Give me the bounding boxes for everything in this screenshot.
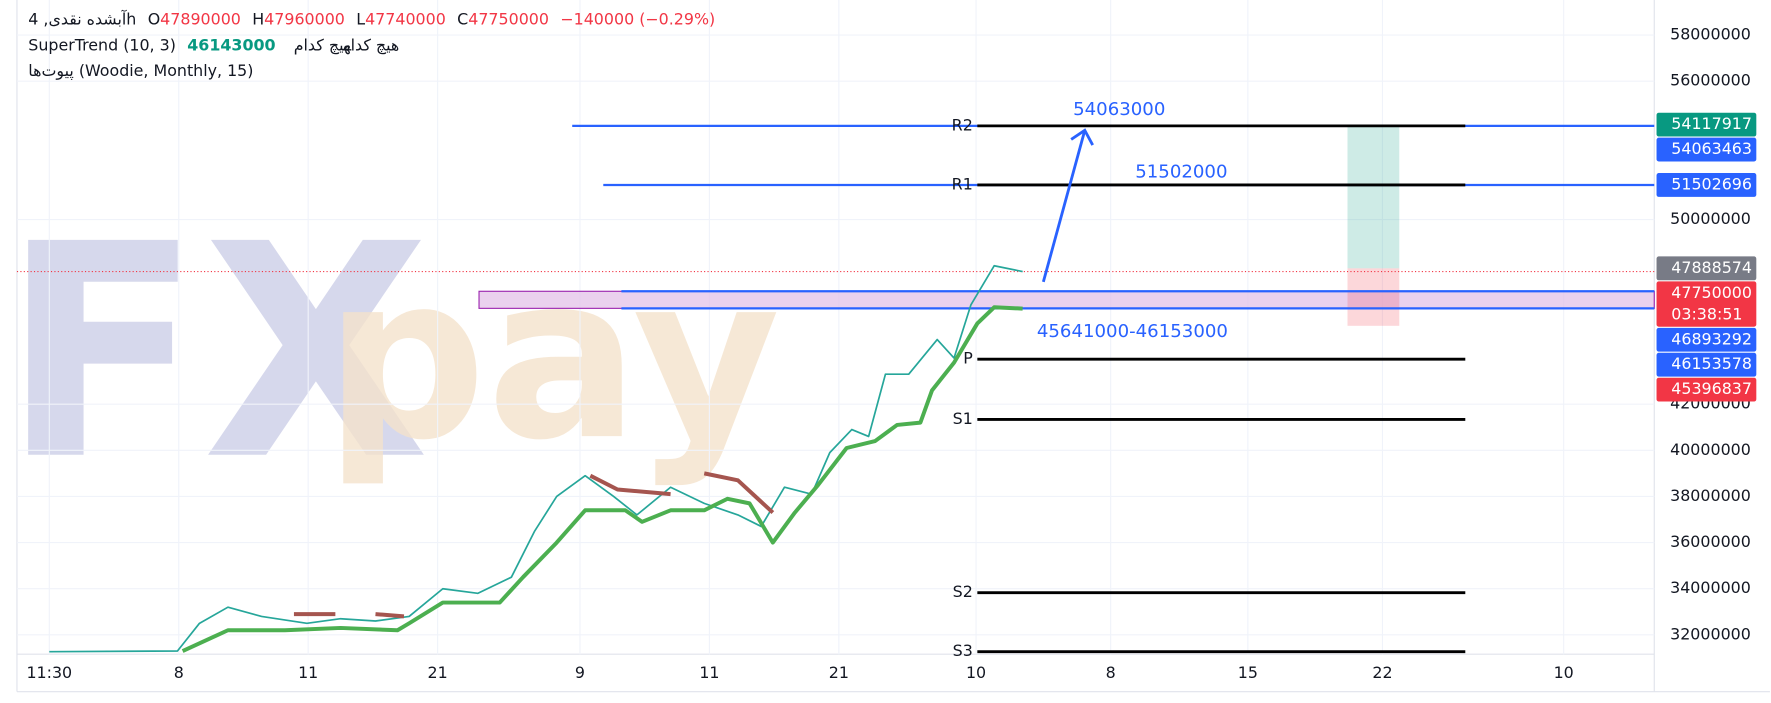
- indicator-value: 46143000: [187, 35, 275, 54]
- series-line: [181, 305, 1023, 653]
- ohlc: C47750000: [457, 9, 549, 28]
- pivot-label: R1: [952, 174, 973, 193]
- change: −140000 (−0.29%): [560, 9, 715, 28]
- position-target: [1347, 124, 1400, 269]
- price-badge-label: 54117917: [1671, 114, 1752, 133]
- pivot-label: S3: [953, 641, 973, 660]
- y-tick-label: 38000000: [1670, 486, 1751, 505]
- annotation: 51502000: [1135, 161, 1227, 182]
- ohlc: H47960000: [252, 9, 345, 28]
- x-tick-label: 11:30: [26, 663, 72, 682]
- ohlc: L47740000: [356, 9, 446, 28]
- price-badge: [1656, 281, 1757, 327]
- y-tick-label: 36000000: [1670, 532, 1751, 551]
- price-badge-label: 47888574: [1671, 258, 1752, 277]
- price-badge: [1656, 173, 1757, 197]
- indicator-opt: هیچ کدام: [341, 35, 399, 55]
- pivots-title: پیوت‌ها (Woodie, Monthly, 15): [28, 61, 253, 81]
- ohlc: O47890000: [148, 9, 241, 28]
- x-tick-label: 22: [1372, 663, 1392, 682]
- annotation: 45641000-46153000: [1037, 321, 1228, 342]
- series-line: [293, 471, 775, 619]
- price-badge-label: 45396837: [1671, 379, 1752, 398]
- pivot-label: R2: [952, 115, 973, 134]
- x-tick-label: 15: [1238, 663, 1258, 682]
- ohlc-value: 47740000: [365, 9, 446, 28]
- indicator: SuperTrend (10, 3): [28, 35, 176, 54]
- y-tick-label: 58000000: [1670, 25, 1751, 44]
- price-badge: [1656, 137, 1757, 162]
- watermark-fx: FX: [1, 181, 430, 525]
- x-tick-label: 9: [575, 663, 585, 682]
- price-badge: [1656, 377, 1757, 402]
- ohlc-label: L: [356, 9, 365, 28]
- pivot-label: S1: [953, 409, 973, 428]
- x-tick-label: 10: [966, 663, 986, 682]
- price-badge-label: 46893292: [1671, 329, 1752, 348]
- price-badge: [1656, 327, 1757, 352]
- x-tick-label: 11: [699, 663, 719, 682]
- y-tick-label: 56000000: [1670, 71, 1751, 90]
- ohlc-value: 47750000: [468, 9, 549, 28]
- pivot-label: P: [963, 349, 973, 368]
- header-line: آبشده نقدی, 4h O47890000 H47960000 L4774000…: [28, 9, 715, 28]
- series-line: [49, 264, 1023, 653]
- y-tick-label: 32000000: [1670, 624, 1751, 643]
- header-line: SuperTrend (10, 3) 46143000 هیچ کدامهیچ کد…: [28, 35, 399, 55]
- watermark: FX pay: [1, 181, 780, 525]
- countdown: 03:38:51: [1671, 304, 1742, 323]
- pivot-label: S2: [953, 582, 973, 601]
- price-badge: [1656, 352, 1757, 377]
- price-badge-label: 46153578: [1671, 354, 1752, 373]
- indicator-opt: هیچ کدام: [294, 35, 352, 55]
- ohlc-label: C: [457, 9, 468, 28]
- x-tick-label: 8: [1106, 663, 1116, 682]
- position-stop: [1347, 268, 1400, 326]
- y-tick-label: 50000000: [1670, 209, 1751, 228]
- ohlc-label: O: [148, 9, 160, 28]
- y-tick-label: 34000000: [1670, 578, 1751, 597]
- y-tick-label: 40000000: [1670, 440, 1751, 459]
- ohlc-label: H: [252, 9, 264, 28]
- price-badge: [1656, 112, 1757, 137]
- price-badge-label: 51502696: [1671, 174, 1752, 193]
- ohlc-value: 47960000: [264, 9, 345, 28]
- x-tick-label: 21: [829, 663, 849, 682]
- price-badge-label: 47750000: [1671, 283, 1752, 302]
- arrow: [1041, 129, 1087, 283]
- ohlc-value: 47890000: [160, 9, 241, 28]
- annotation: 54063000: [1073, 99, 1165, 120]
- symbol: آبشده نقدی, 4h: [28, 9, 136, 28]
- x-tick-label: 21: [428, 663, 448, 682]
- x-tick-label: 8: [174, 663, 184, 682]
- price-badge-label: 54063463: [1671, 139, 1752, 158]
- arrow-head: [1070, 128, 1094, 146]
- price-badge: [1656, 256, 1757, 281]
- x-tick-label: 10: [1554, 663, 1574, 682]
- zone: [478, 290, 1655, 309]
- x-tick-label: 11: [298, 663, 318, 682]
